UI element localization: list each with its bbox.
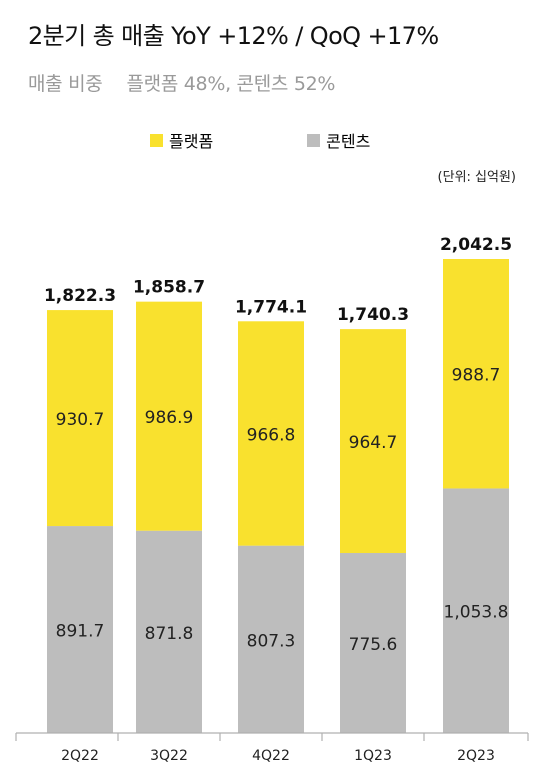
unit-note: (단위: 십억원) [437,170,516,185]
label-platform-3q22: 986.9 [145,408,194,428]
label-platform-2q22: 930.7 [56,410,105,430]
label-platform-1q23: 964.7 [349,433,398,453]
bar-platform-1q23 [340,329,406,554]
label-total-2q23: 2,042.5 [440,235,512,255]
subtitle-label: 매출 비중 [28,73,103,95]
legend-label-content: 콘텐츠 [326,132,371,151]
x-tick-3q22: 3Q22 [150,748,188,764]
label-content-3q22: 871.8 [145,624,194,644]
bar-platform-2q23 [443,259,509,489]
bar-platform-3q22 [136,301,202,531]
legend-item-platform: 플랫폼 [150,128,213,152]
legend-swatch-content [307,133,321,147]
legend-swatch-platform [150,133,163,147]
x-tick-1q23: 1Q23 [354,748,392,764]
label-content-2q22: 891.7 [56,622,105,642]
label-total-4q22: 1,774.1 [235,297,307,317]
x-tick-2q23: 2Q23 [457,748,495,764]
bar-content-2q22 [47,526,113,733]
legend: 플랫폼 콘텐츠 [150,128,370,152]
label-content-4q22: 807.3 [247,631,296,651]
bar-content-2q23 [443,488,509,733]
bar-content-3q22 [136,530,202,733]
bar-platform-2q22 [47,310,113,527]
legend-label-platform: 플랫폼 [169,132,214,151]
x-tick-2q22: 2Q22 [61,748,99,764]
label-platform-2q23: 988.7 [452,366,501,386]
subtitle-value: 플랫폼 48%, 콘텐츠 52% [126,73,336,95]
label-total-3q22: 1,858.7 [133,278,205,298]
bar-content-4q22 [238,545,304,733]
legend-item-content: 콘텐츠 [307,128,370,152]
bar-content-1q23 [340,553,406,733]
label-content-1q23: 775.6 [349,635,398,655]
chart-subtitle: 매출 비중 플랫폼 48%, 콘텐츠 52% [28,69,335,96]
chart-title: 2분기 총 매출 YoY +12% / QoQ +17% [28,22,439,50]
label-content-2q23: 1,053.8 [444,603,509,623]
bar-platform-4q22 [238,321,304,546]
label-platform-4q22: 966.8 [247,425,296,445]
label-total-1q23: 1,740.3 [337,305,409,325]
x-tick-4q22: 4Q22 [252,748,290,764]
label-total-2q22: 1,822.3 [44,286,116,306]
